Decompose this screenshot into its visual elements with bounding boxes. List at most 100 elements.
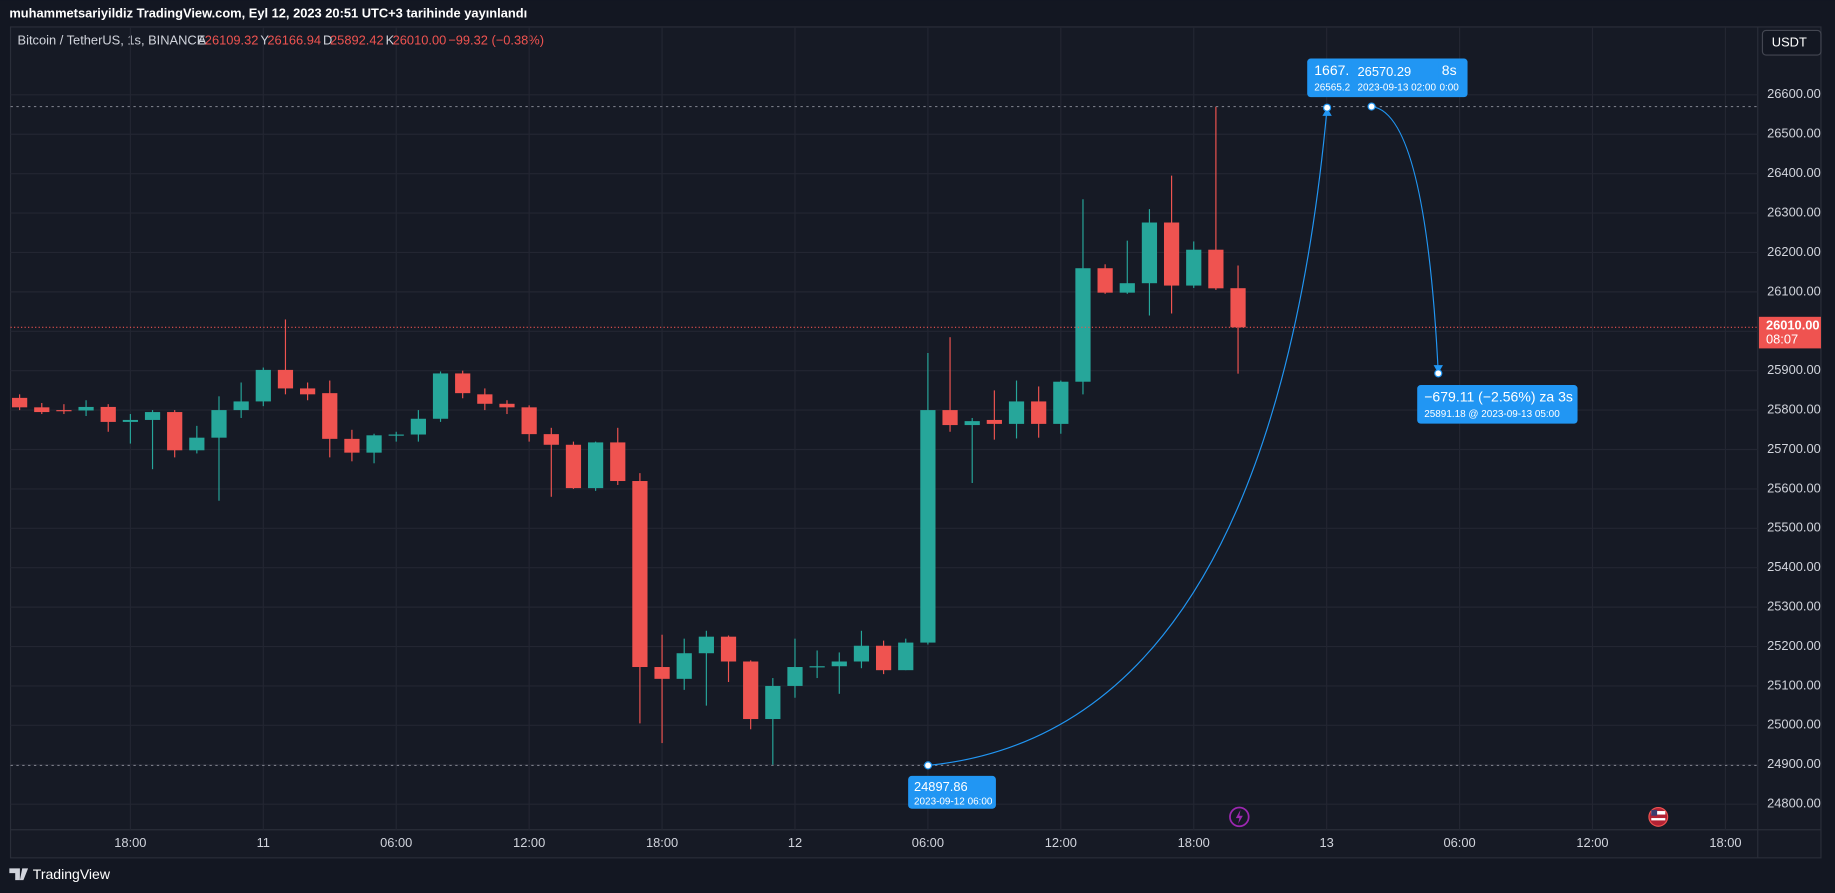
x-tick-label: 06:00 — [380, 835, 412, 850]
x-tick-label: 11 — [257, 835, 270, 850]
projection-curve — [927, 107, 1328, 766]
candle-body — [322, 393, 338, 439]
candle-body — [277, 369, 294, 389]
change: −99.32 (−0.38%) — [448, 32, 544, 47]
annotation-text: 1667. — [1314, 62, 1349, 78]
candle-body — [432, 373, 449, 419]
x-tick-label: 12:00 — [513, 835, 545, 850]
candle-body — [986, 419, 1002, 424]
x-tick-label: 12 — [788, 835, 802, 850]
annotation-text: 26565.2 — [1314, 82, 1350, 93]
annotation-text: 25891.18 @ 2023-09-13 05:00 — [1424, 409, 1560, 420]
currency[interactable]: USDT — [1772, 35, 1807, 50]
price-tag-label: 26010.00 — [1766, 318, 1820, 333]
price-tag-countdown: 08:07 — [1766, 332, 1798, 347]
y-tick-label: 25700.00 — [1767, 441, 1821, 456]
y-tick-label: 26200.00 — [1767, 244, 1821, 259]
y-tick-label: 24800.00 — [1767, 796, 1821, 811]
event-icon-flag — [1651, 811, 1666, 815]
projection-curve — [1371, 105, 1439, 374]
candle-body — [122, 419, 138, 422]
candle-body — [743, 661, 759, 720]
annotation-text: 0:00 — [1439, 82, 1459, 93]
legend-label: K — [386, 32, 395, 47]
candle-body — [366, 435, 382, 453]
annotation-text: 8s — [1442, 62, 1457, 78]
candle-body — [167, 412, 183, 451]
legend-value: 26109.32 — [205, 32, 259, 47]
x-tick-label: 12:00 — [1576, 835, 1608, 850]
legend-value: 26166.94 — [267, 32, 321, 47]
event-icon-flag — [1651, 809, 1658, 816]
candle-body — [255, 369, 271, 402]
candle-body — [100, 406, 116, 422]
x-tick-label: 18:00 — [1178, 835, 1210, 850]
chart-title: muhammetsariyildiz TradingView.com, Eyl … — [9, 5, 527, 20]
candle-body — [344, 438, 360, 453]
candle-body — [543, 434, 559, 445]
candle-body — [1208, 249, 1224, 289]
candle-body — [1163, 222, 1180, 286]
candle-body — [1008, 401, 1025, 424]
legend-value: 25892.42 — [330, 32, 384, 47]
brand: TradingView — [33, 866, 111, 882]
event-icon-bolt — [1235, 809, 1243, 824]
y-tick-label: 25300.00 — [1767, 599, 1821, 614]
candle-body — [499, 403, 515, 408]
candle-body — [211, 410, 227, 438]
candle-body — [477, 394, 493, 404]
candle-body — [898, 642, 914, 671]
currency-button[interactable] — [1761, 29, 1822, 56]
x-tick-label: 06:00 — [912, 835, 944, 850]
candle-body — [942, 410, 958, 426]
y-tick-label: 26600.00 — [1767, 86, 1821, 101]
candle-body — [189, 437, 205, 451]
candle-body — [654, 667, 670, 679]
candle-body — [144, 412, 161, 420]
candle-body — [875, 645, 892, 671]
y-tick-label: 26400.00 — [1767, 165, 1821, 180]
legend-value: 26010.00 — [393, 32, 447, 47]
candle-body — [1141, 222, 1158, 284]
y-tick-label: 26500.00 — [1767, 126, 1821, 141]
y-tick-label: 25200.00 — [1767, 638, 1821, 653]
event-icon[interactable] — [1229, 806, 1250, 828]
candle-body — [765, 685, 781, 720]
candle-body — [920, 410, 936, 643]
brand-logo — [9, 868, 29, 881]
y-tick-label: 26300.00 — [1767, 204, 1821, 219]
chart-panel — [9, 26, 1822, 859]
anchor-point — [1434, 369, 1443, 378]
event-icon-flag — [1651, 818, 1666, 821]
legend-label: Y — [260, 32, 269, 47]
annotation-text: 26570.29 — [1358, 64, 1412, 79]
candle-body — [78, 406, 94, 411]
x-tick-label: 18:00 — [646, 835, 678, 850]
legend-label: A — [198, 32, 207, 47]
candle-body — [233, 401, 249, 411]
candle-body — [1097, 268, 1113, 293]
candle-body — [455, 373, 471, 394]
price-tag — [1758, 316, 1821, 349]
candle-body — [56, 410, 72, 412]
y-tick-label: 26100.00 — [1767, 283, 1821, 298]
y-tick-label: 25500.00 — [1767, 520, 1821, 535]
y-tick-label: 25000.00 — [1767, 717, 1821, 732]
y-tick-label: 25400.00 — [1767, 559, 1821, 574]
candle-body — [300, 388, 316, 395]
y-tick-label: 25600.00 — [1767, 480, 1821, 495]
label-box — [1351, 62, 1439, 97]
candle-body — [12, 397, 28, 408]
candle-body — [720, 636, 737, 662]
candle-body — [610, 442, 626, 482]
annotation-text: 2023-09-12 06:00 — [914, 796, 993, 807]
candle-body — [809, 666, 825, 668]
candle-body — [521, 407, 537, 435]
candle-body — [831, 661, 847, 667]
y-tick-label: 24900.00 — [1767, 756, 1821, 771]
candle-body — [1186, 249, 1202, 286]
candle-body — [34, 407, 50, 413]
candle-body — [410, 418, 426, 435]
x-tick-label: 06:00 — [1443, 835, 1475, 850]
